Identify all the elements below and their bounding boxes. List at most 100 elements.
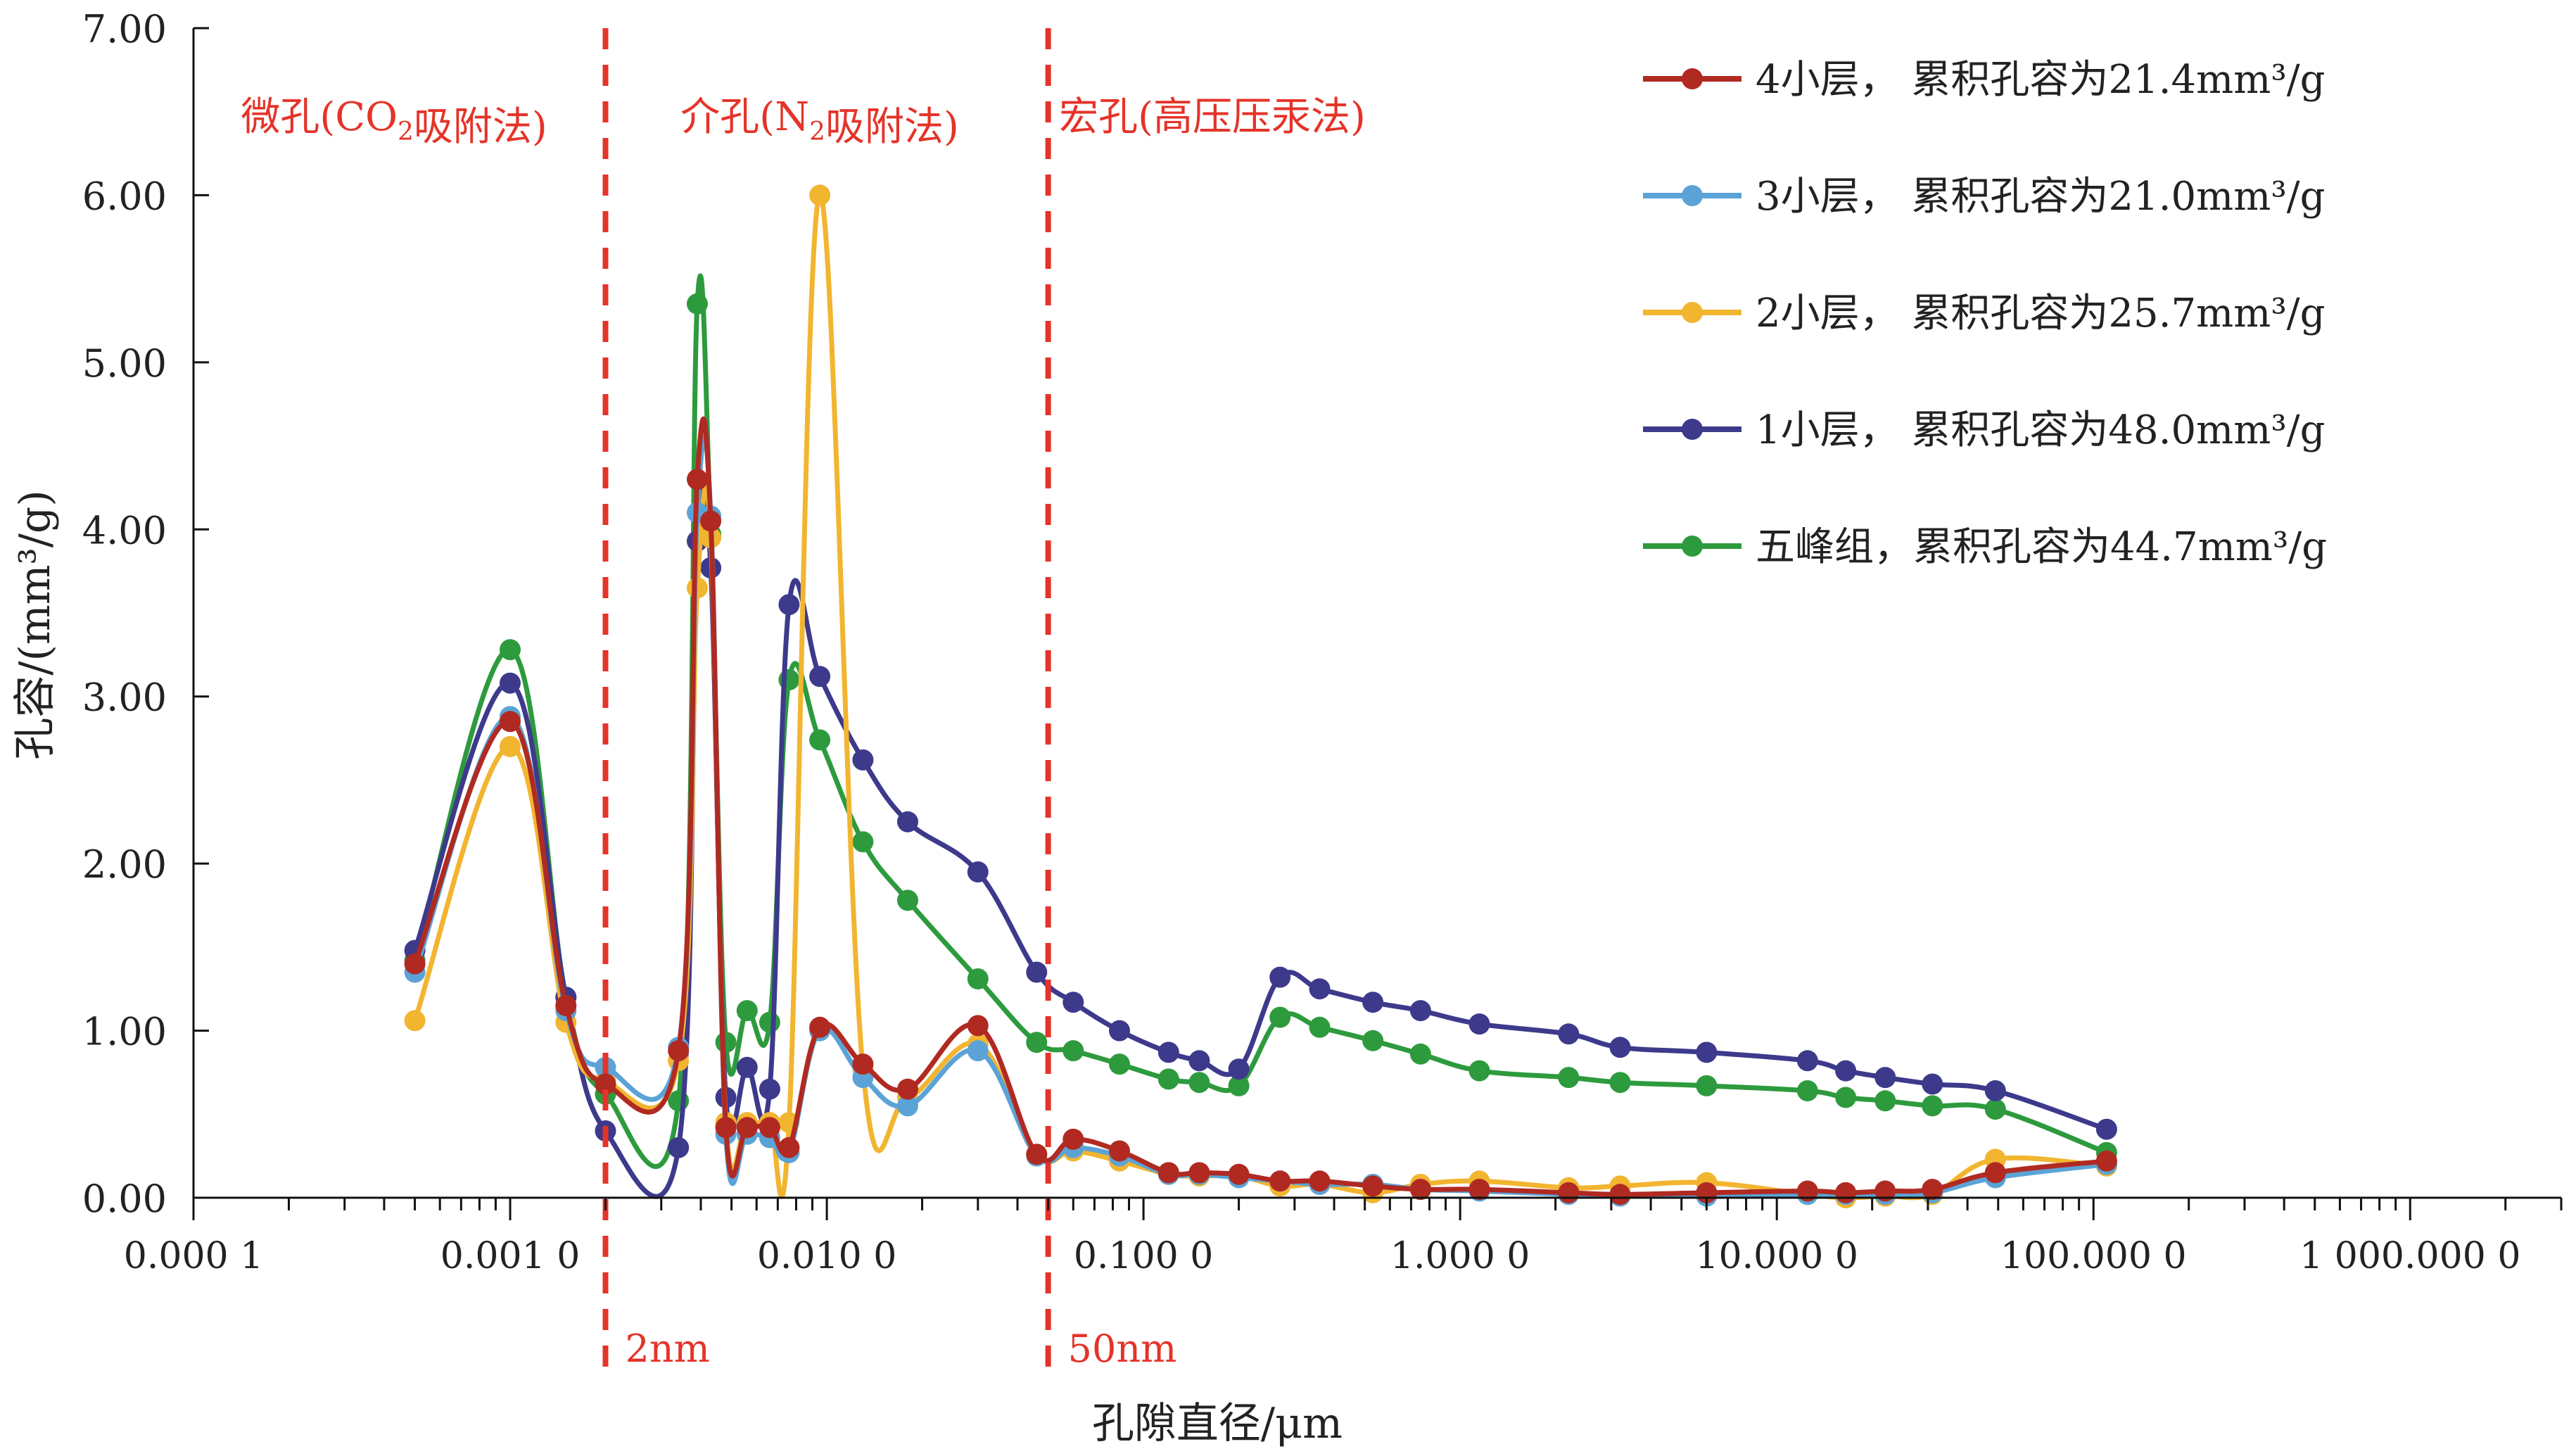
region-label-part: 吸附法) bbox=[825, 104, 959, 150]
series-1-point bbox=[1609, 1184, 1631, 1205]
series-1-point bbox=[778, 1137, 800, 1158]
legend: 4小层， 累积孔容为21.4mm³/g 3小层， 累积孔容为21.0mm³/g 2小… bbox=[1643, 57, 2327, 570]
series-1-point bbox=[668, 1040, 690, 1062]
legend-swatch-marker bbox=[1682, 68, 1703, 89]
region-label: 微孔(CO2吸附法) bbox=[241, 94, 547, 150]
series-4-point bbox=[809, 666, 831, 688]
legend-item: 3小层， 累积孔容为21.0mm³/g bbox=[1643, 174, 2325, 220]
series-1-point bbox=[715, 1117, 737, 1139]
series-5-point bbox=[852, 831, 874, 853]
series-1-point bbox=[500, 711, 521, 733]
series-4-point bbox=[1157, 1042, 1179, 1063]
series-1 bbox=[404, 416, 2117, 1205]
series-4-point bbox=[1696, 1042, 1718, 1063]
region-label-part: 2 bbox=[398, 118, 414, 146]
x-tick-label: 0.000 1 bbox=[124, 1235, 263, 1277]
series-1-point bbox=[967, 1015, 989, 1037]
series-5-point bbox=[809, 729, 831, 751]
series-5-point bbox=[1874, 1090, 1896, 1112]
series-3-point bbox=[809, 184, 831, 206]
series-5-point bbox=[1309, 1016, 1331, 1038]
series-5-point bbox=[897, 890, 918, 911]
series-4-point bbox=[1984, 1080, 2006, 1101]
series-1-point bbox=[1269, 1170, 1291, 1192]
series-1-point bbox=[2095, 1150, 2117, 1172]
series-4-point bbox=[500, 672, 521, 694]
series-5-point bbox=[1188, 1072, 1210, 1094]
series-5-point bbox=[1109, 1053, 1130, 1075]
series-1-point bbox=[1188, 1162, 1210, 1184]
series-5-point bbox=[1228, 1075, 1250, 1096]
divider-label: 50nm bbox=[1068, 1327, 1177, 1371]
legend-swatch-marker bbox=[1682, 185, 1703, 206]
series-1-point bbox=[1109, 1140, 1130, 1162]
series-4-point bbox=[1609, 1037, 1631, 1058]
series-5-point bbox=[1468, 1060, 1490, 1082]
series-5-point bbox=[967, 968, 989, 989]
series-4-point bbox=[2095, 1118, 2117, 1140]
series-5-point bbox=[1984, 1099, 2006, 1120]
legend-label: 1小层， 累积孔容为48.0mm³/g bbox=[1756, 407, 2325, 453]
series-1-point bbox=[1157, 1162, 1179, 1184]
series-1-point bbox=[1558, 1182, 1580, 1203]
series-1-point bbox=[404, 953, 426, 975]
series-1-point bbox=[736, 1117, 758, 1139]
series-4-point bbox=[1062, 992, 1084, 1013]
series-4-point bbox=[897, 811, 918, 833]
y-tick-label: 7.00 bbox=[82, 7, 167, 51]
series-5-point bbox=[1062, 1040, 1084, 1062]
y-tick-label: 4.00 bbox=[82, 508, 167, 552]
axes: 0.00 1.00 2.00 3.00 4.00 5.00 6.00 7.00 0.000 1 0… bbox=[82, 7, 2563, 1277]
x-tick-label: 0.100 0 bbox=[1074, 1235, 1213, 1277]
series-4-point bbox=[1109, 1020, 1130, 1042]
x-tick-label: 0.001 0 bbox=[440, 1235, 580, 1277]
x-axis-title: 孔隙直径/μm bbox=[1092, 1399, 1343, 1448]
series-5-point bbox=[687, 293, 708, 315]
series-5-point bbox=[1157, 1068, 1179, 1090]
series-5-point bbox=[1796, 1080, 1818, 1101]
series-4-point bbox=[778, 594, 800, 616]
series-4-point bbox=[1468, 1013, 1490, 1035]
legend-label: 4小层， 累积孔容为21.4mm³/g bbox=[1756, 57, 2325, 103]
series-3-point bbox=[500, 735, 521, 757]
series-5-point bbox=[1558, 1067, 1580, 1089]
series-4-point bbox=[1922, 1073, 1943, 1095]
region-labels: 微孔(CO2吸附法) 介孔(N2吸附法) 宏孔(高压压汞法) bbox=[241, 94, 1365, 150]
series-1-point bbox=[1228, 1163, 1250, 1185]
series-5-point bbox=[1835, 1087, 1857, 1108]
series-1-point bbox=[1796, 1180, 1818, 1202]
series-4-point bbox=[1362, 992, 1384, 1013]
legend-item: 五峰组，累积孔容为44.7mm³/g bbox=[1643, 524, 2327, 570]
x-tick-label: 0.010 0 bbox=[757, 1235, 896, 1277]
x-tick-label: 100.000 0 bbox=[2000, 1235, 2187, 1277]
y-tick-label: 5.00 bbox=[82, 341, 167, 386]
series-5-point bbox=[1269, 1006, 1291, 1028]
region-label-part: 2 bbox=[809, 118, 825, 146]
legend-item: 4小层， 累积孔容为21.4mm³/g bbox=[1643, 57, 2325, 103]
x-tick-label: 1.000 0 bbox=[1390, 1235, 1530, 1277]
series-5-point bbox=[759, 1011, 780, 1033]
series-5-point bbox=[1409, 1043, 1431, 1065]
series-1-point bbox=[1468, 1179, 1490, 1201]
series-1-point bbox=[1922, 1179, 1943, 1201]
series-5-point bbox=[1026, 1032, 1048, 1053]
region-label-part: 微孔(CO bbox=[241, 94, 398, 140]
divider-lines: 2nm 50nm bbox=[602, 28, 1177, 1379]
series-4-point bbox=[1309, 978, 1331, 1000]
series-4-point bbox=[1026, 961, 1048, 983]
series-1-point bbox=[1362, 1175, 1384, 1197]
legend-label: 五峰组，累积孔容为44.7mm³/g bbox=[1756, 524, 2327, 570]
series-5-point bbox=[736, 1000, 758, 1022]
series-4-point bbox=[1558, 1023, 1580, 1045]
series-1-point bbox=[897, 1078, 918, 1100]
x-tick-label: 1 000.000 0 bbox=[2299, 1235, 2520, 1277]
region-label: 宏孔(高压压汞法) bbox=[1059, 94, 1366, 140]
y-tick-label: 6.00 bbox=[82, 174, 167, 218]
series-4-point bbox=[736, 1056, 758, 1078]
series-1-point bbox=[700, 510, 722, 532]
series-1-point bbox=[809, 1016, 831, 1038]
legend-swatch-marker bbox=[1682, 302, 1703, 323]
series-1-point bbox=[759, 1117, 780, 1139]
region-label-part: 宏孔(高压压汞法) bbox=[1059, 94, 1366, 140]
legend-swatch-marker bbox=[1682, 536, 1703, 557]
